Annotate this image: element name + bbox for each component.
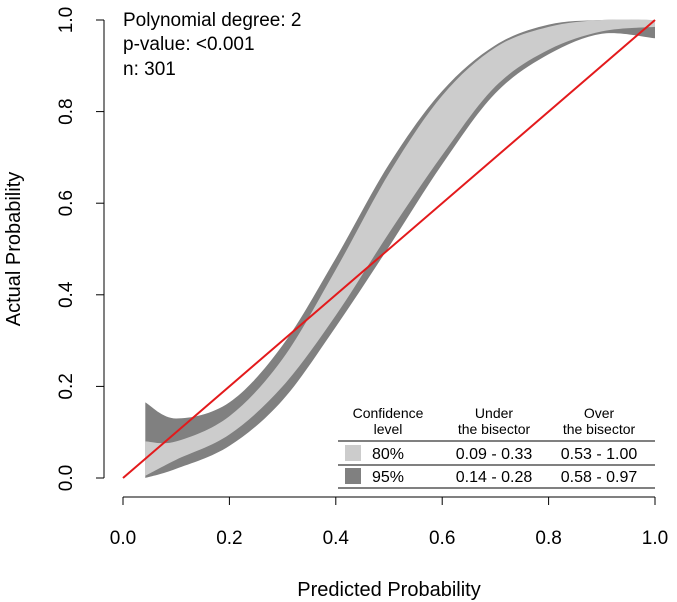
legend-header: Confidence <box>353 405 424 421</box>
annotation-degree: Polynomial degree: 2 <box>123 10 302 31</box>
legend-over: 0.58 - 0.97 <box>561 469 638 486</box>
bisector-line <box>122 19 656 479</box>
legend-swatch <box>345 468 361 484</box>
y-tick-label: 1.0 <box>56 7 77 33</box>
x-tick-label: 0.2 <box>216 528 242 549</box>
x-tick-label: 0.0 <box>110 528 136 549</box>
y-tick-label: 0.6 <box>56 190 77 216</box>
y-axis-ticks: 0.0 0.2 0.4 0.6 0.8 1.0 <box>56 7 104 491</box>
y-tick-label: 0.4 <box>56 281 77 308</box>
y-tick-label: 0.8 <box>56 98 77 124</box>
y-axis-label: Actual Probability <box>3 172 25 327</box>
annotation-pvalue: p-value: <0.001 <box>123 34 255 55</box>
legend-over: 0.53 - 1.00 <box>561 446 638 463</box>
confidence-bands <box>145 19 656 479</box>
annotation-n: n: 301 <box>123 59 176 80</box>
legend-under: 0.14 - 0.28 <box>456 469 533 486</box>
x-tick-label: 0.8 <box>535 528 561 549</box>
x-tick-label: 0.6 <box>429 528 455 549</box>
x-tick-label: 0.4 <box>323 528 350 549</box>
band-95pct <box>145 19 656 479</box>
legend-header: Over <box>584 405 615 421</box>
legend-level: 80% <box>372 446 404 463</box>
legend-header: level <box>374 421 403 437</box>
x-tick-label: 1.0 <box>642 528 668 549</box>
legend-level: 95% <box>372 469 404 486</box>
legend-header: the bisector <box>563 421 636 437</box>
legend-header: the bisector <box>458 421 531 437</box>
x-axis-label: Predicted Probability <box>297 579 480 601</box>
legend-swatch <box>345 445 361 461</box>
legend-under: 0.09 - 0.33 <box>456 446 533 463</box>
legend-header: Under <box>475 405 513 421</box>
y-tick-label: 0.2 <box>56 373 77 399</box>
x-axis-ticks: 0.0 0.2 0.4 0.6 0.8 1.0 <box>110 497 668 549</box>
y-tick-label: 0.0 <box>56 465 77 491</box>
